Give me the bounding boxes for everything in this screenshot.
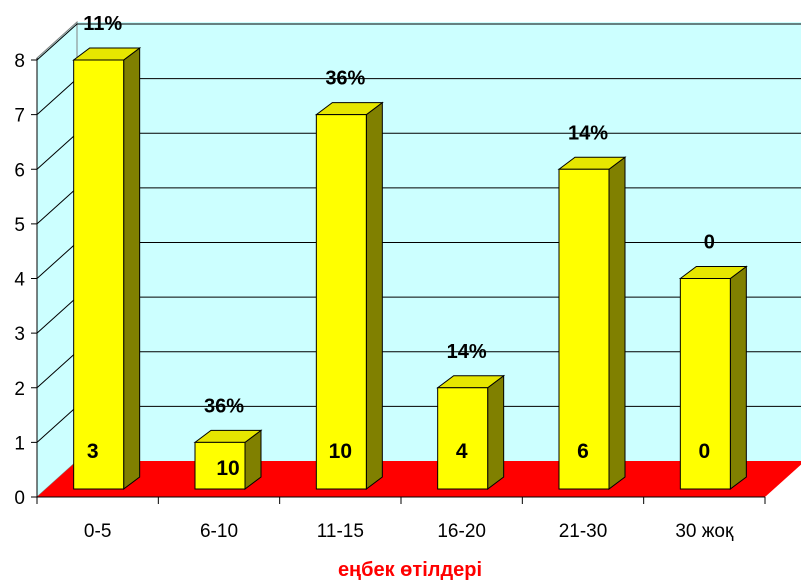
y-tick-label: 2	[14, 379, 25, 400]
bar	[314, 101, 384, 490]
bars	[72, 47, 748, 490]
y-tick-label: 1	[14, 433, 25, 454]
bar-front	[437, 387, 489, 490]
bar-front	[558, 168, 610, 490]
y-tick-label: 0	[14, 488, 25, 509]
bar	[72, 47, 142, 490]
bar-inner-label: 6	[577, 440, 589, 463]
bar-inner-label: 0	[698, 440, 710, 463]
bar	[193, 429, 263, 490]
y-tick-label: 5	[14, 215, 25, 236]
x-tick-label: 6-10	[200, 521, 238, 542]
x-tick-label: 0-5	[84, 521, 111, 542]
bar-top-label: 14%	[568, 122, 608, 144]
bar-inner-label: 4	[456, 440, 468, 463]
bar-top-label: 14%	[447, 341, 487, 363]
bar	[678, 265, 748, 490]
bar-side	[365, 101, 383, 490]
y-tick-label: 4	[14, 270, 25, 291]
x-tick-label: 30 жоқ	[675, 521, 734, 542]
bar	[557, 156, 627, 490]
y-tick-label: 6	[14, 160, 25, 181]
bar-front	[679, 278, 731, 490]
side-wall	[36, 20, 78, 499]
y-tick-label: 8	[14, 51, 25, 72]
x-tick-label: 11-15	[317, 521, 364, 542]
bar-side	[487, 374, 505, 490]
bar-inner-label: 3	[87, 440, 99, 463]
x-tick-label: 16-20	[437, 521, 486, 542]
x-tick-label: 21-30	[559, 521, 608, 542]
bar-inner-label: 10	[329, 440, 352, 463]
axes: 0 1 2 3 4 5 6 7 8 0-5 6-10 11-15 16-20 21-30 30 жоқ	[14, 51, 766, 542]
bar-side	[608, 156, 626, 490]
bar-front	[315, 114, 367, 490]
bar-front	[73, 59, 125, 490]
bar-front	[194, 441, 246, 490]
bar-top-label: 0	[704, 232, 715, 254]
gridline	[36, 23, 801, 61]
bar-side	[123, 47, 141, 490]
bar-top-label: 11%	[83, 13, 122, 35]
bar-side	[729, 265, 747, 490]
bar-top-label: 36%	[204, 395, 244, 417]
y-tick-label: 7	[14, 106, 25, 127]
bar-top-label: 36%	[325, 68, 365, 90]
data-labels: 11% 3 36% 10 36% 10 14% 4 14% 6 0 0	[83, 13, 715, 480]
x-axis-label: еңбек өтілдері	[338, 559, 482, 581]
y-tick-label: 3	[14, 324, 25, 345]
bar	[436, 374, 506, 490]
bar-inner-label: 10	[216, 457, 239, 480]
